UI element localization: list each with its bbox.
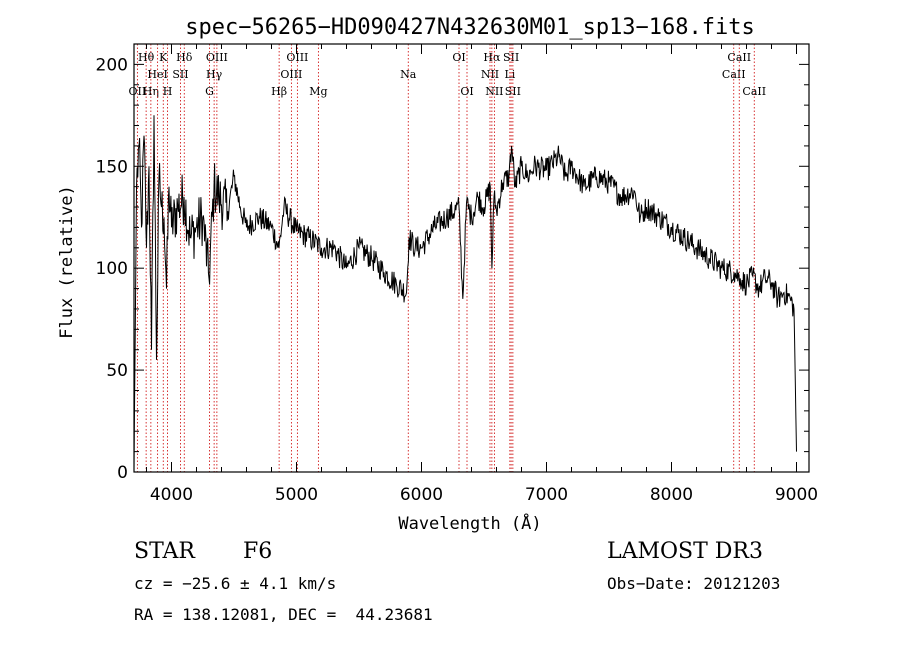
line-marker-label-1: Hθ — [138, 51, 155, 64]
y-tick-label-1: 50 — [106, 361, 128, 381]
y-tick-label-2: 100 — [96, 259, 128, 279]
plot-frame — [133, 43, 810, 473]
x-axis-label: Wavelength (Å) — [398, 512, 541, 534]
line-marker-label-22: SII — [503, 51, 519, 64]
line-marker-label-4: K — [159, 51, 168, 64]
y-tick-label-4: 200 — [96, 55, 128, 75]
observation-date: Obs−Date: 20121203 — [607, 574, 781, 593]
axis-ticks: 4000 5000 6000 7000 8000 9000 0 50 100 150 200 — [96, 44, 818, 505]
line-marker-label-23: SII — [505, 85, 521, 98]
y-axis-label: Flux (relative) — [57, 185, 77, 339]
line-marker-label-19: Hα — [483, 51, 501, 64]
object-subclass: F6 — [243, 539, 273, 564]
line-marker-label-8: G — [205, 85, 214, 98]
line-marker-label-13: OIII — [286, 51, 308, 64]
line-markers: OII Hθ Hη HeI K H SII Hδ G Hγ OIII Hβ OIII OIII Mg Na OI… — [129, 44, 766, 472]
x-tick-label-0: 4000 — [150, 485, 193, 505]
spectrum-plot — [133, 115, 797, 468]
line-marker-label-15: Na — [400, 68, 417, 81]
line-marker-label-12: OIII — [280, 68, 302, 81]
x-tick-label-2: 6000 — [400, 485, 443, 505]
line-marker-label-24: CaII — [722, 68, 746, 81]
x-tick-label-4: 8000 — [650, 485, 693, 505]
line-marker-label-5: H — [163, 85, 173, 98]
line-marker-label-17: OI — [460, 85, 473, 98]
x-tick-label-5: 9000 — [775, 485, 818, 505]
line-marker-label-20: NII — [485, 85, 503, 98]
survey-name: LAMOST DR3 — [607, 539, 763, 564]
line-marker-label-9: Hγ — [206, 68, 223, 81]
line-marker-label-18: NII — [481, 68, 499, 81]
line-marker-label-11: Hβ — [271, 85, 287, 98]
line-marker-label-7: Hδ — [176, 51, 193, 64]
line-marker-label-3: HeI — [147, 68, 167, 81]
ra-dec-coordinates: RA = 138.12081, DEC = 44.23681 — [134, 605, 433, 624]
line-marker-label-6: SII — [172, 68, 188, 81]
object-class: STAR — [134, 539, 195, 564]
x-tick-label-1: 5000 — [275, 485, 318, 505]
line-marker-label-10: OIII — [206, 51, 228, 64]
line-marker-label-0: OII — [129, 85, 147, 98]
line-marker-label-25: CaII — [727, 51, 751, 64]
line-marker-label-21: Li — [504, 68, 515, 81]
spectrum-line — [133, 115, 797, 468]
chart-title: spec−56265−HD090427N432630M01_sp13−168.f… — [185, 15, 755, 40]
y-tick-label-0: 0 — [117, 463, 128, 483]
line-marker-label-16: OI — [452, 51, 465, 64]
x-tick-label-3: 7000 — [525, 485, 568, 505]
line-marker-label-26: CaII — [742, 85, 766, 98]
line-marker-label-2: Hη — [143, 85, 159, 98]
redshift-cz: cz = −25.6 ± 4.1 km/s — [134, 574, 337, 593]
line-marker-label-14: Mg — [309, 85, 327, 98]
y-tick-label-3: 150 — [96, 157, 128, 177]
